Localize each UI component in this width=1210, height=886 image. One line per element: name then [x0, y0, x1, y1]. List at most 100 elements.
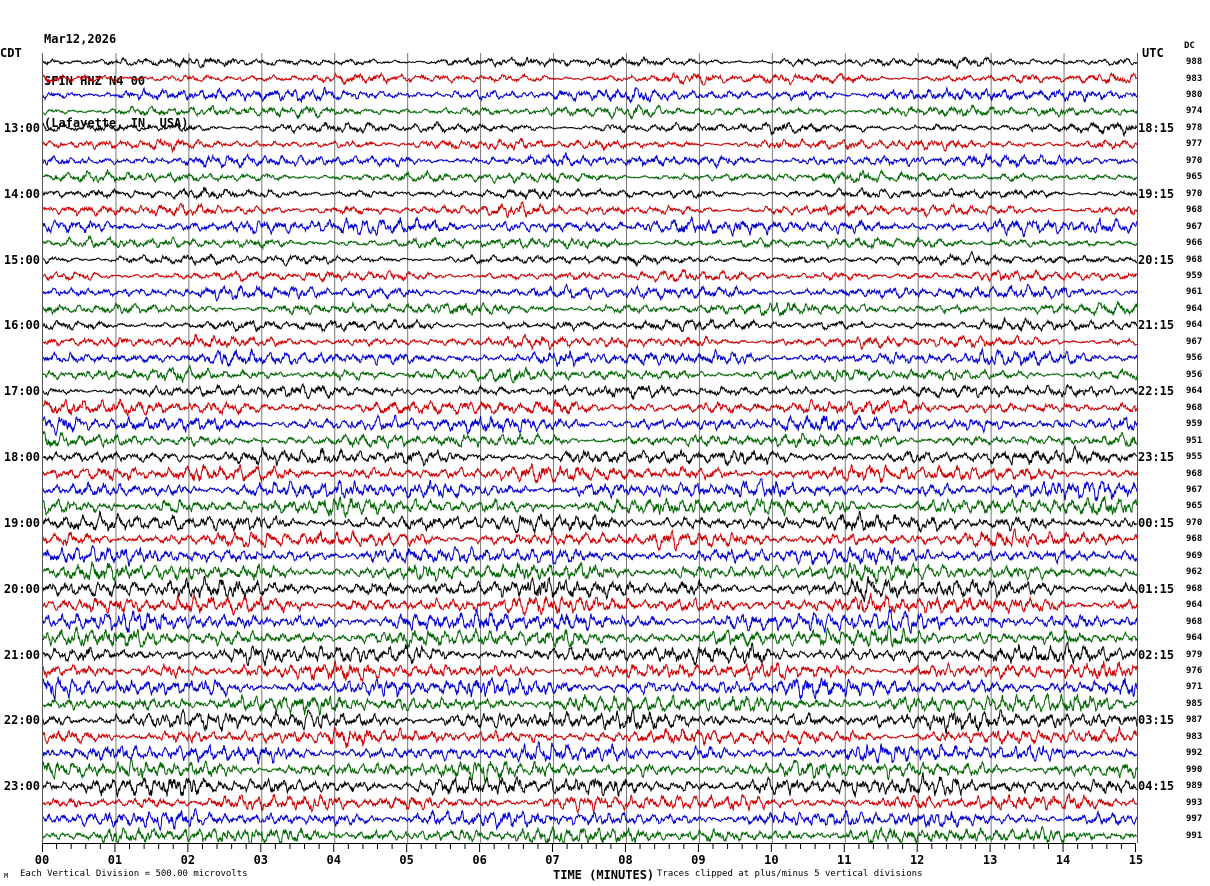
seismogram-trace — [43, 462, 1137, 484]
footer-marker: M — [4, 872, 9, 880]
hour-label-cdt: 16:00 — [3, 318, 40, 333]
dc-value: 964 — [1186, 303, 1203, 314]
hour-label-utc: 20:15 — [1138, 252, 1175, 267]
hour-label-cdt: 18:00 — [3, 450, 40, 465]
x-axis-tick-label: 15 — [1128, 853, 1144, 867]
seismogram-trace — [43, 707, 1137, 735]
seismogram-trace — [43, 607, 1137, 635]
right-timezone-label: UTC — [1142, 46, 1164, 60]
dc-column-header: DC — [1184, 41, 1195, 51]
seismogram-trace — [43, 71, 1137, 86]
x-axis-tick-label: 04 — [326, 853, 341, 867]
hour-label-utc: 19:15 — [1138, 186, 1175, 201]
dc-value: 971 — [1186, 682, 1203, 693]
seismogram-trace — [43, 444, 1137, 468]
x-axis-tick-label: 11 — [837, 853, 852, 867]
x-axis-tick-label: 14 — [1055, 853, 1071, 867]
dc-value: 974 — [1186, 106, 1203, 117]
x-axis-tick-label: 07 — [545, 853, 560, 867]
x-axis-tick-label: 05 — [399, 853, 414, 867]
seismogram-trace — [43, 528, 1137, 552]
dc-value: 983 — [1186, 731, 1203, 742]
seismogram-trace — [43, 186, 1137, 201]
seismogram-trace — [43, 364, 1137, 384]
dc-value: 965 — [1186, 172, 1203, 183]
hour-label-utc: 03:15 — [1138, 713, 1175, 728]
header-date: Mar12,2026 — [44, 32, 117, 46]
dc-value: 968 — [1186, 254, 1203, 265]
dc-value: 983 — [1186, 73, 1203, 84]
seismogram-trace — [43, 215, 1137, 238]
dc-value: 970 — [1186, 517, 1203, 528]
seismogram-trace — [43, 726, 1137, 749]
seismogram-trace — [43, 250, 1137, 268]
dc-value: 955 — [1186, 452, 1203, 463]
dc-value: 968 — [1186, 616, 1203, 627]
seismogram-trace — [43, 382, 1137, 401]
seismogram-trace — [43, 398, 1137, 418]
hour-label-cdt: 20:00 — [3, 581, 40, 596]
dc-value: 967 — [1186, 221, 1203, 232]
seismogram-trace — [43, 792, 1137, 815]
seismogram-trace — [43, 510, 1137, 534]
hour-label-utc: 21:15 — [1138, 318, 1175, 333]
seismogram-trace — [43, 201, 1137, 219]
dc-value: 977 — [1186, 139, 1203, 150]
x-axis-tick-label: 08 — [618, 853, 633, 867]
dc-value: 970 — [1186, 188, 1203, 199]
x-axis-tick-label: 12 — [909, 853, 925, 867]
x-axis-title: TIME (MINUTES) — [553, 868, 655, 882]
hour-label-utc: 01:15 — [1138, 581, 1175, 596]
seismogram-trace — [43, 545, 1137, 567]
dc-value: 990 — [1186, 764, 1203, 775]
dc-value: 968 — [1186, 583, 1203, 594]
seismogram-trace — [43, 808, 1137, 832]
header-location: (Lafayette, IN, USA) — [44, 116, 189, 130]
dc-value: 956 — [1186, 369, 1203, 380]
dc-value: 976 — [1186, 666, 1203, 676]
dc-value: 959 — [1186, 419, 1203, 430]
seismogram-trace — [43, 86, 1137, 105]
x-axis-tick-label: 13 — [982, 853, 998, 867]
dc-value: 969 — [1186, 550, 1203, 561]
hour-label-utc: 22:15 — [1138, 384, 1175, 399]
seismogram-trace — [43, 137, 1137, 154]
seismogram-trace — [43, 758, 1137, 783]
seismogram-trace — [43, 495, 1137, 518]
hour-label-utc: 00:15 — [1138, 515, 1175, 530]
dc-value: 962 — [1186, 567, 1203, 578]
dc-value: 966 — [1186, 238, 1203, 249]
dc-value: 988 — [1186, 57, 1203, 68]
seismogram-trace — [43, 121, 1137, 138]
seismogram-trace — [43, 55, 1137, 70]
x-axis-tick-label: 10 — [764, 853, 779, 867]
dc-value: 997 — [1186, 814, 1203, 825]
dc-value: 991 — [1186, 830, 1203, 841]
seismogram-trace — [43, 561, 1137, 585]
hour-label-cdt: 13:00 — [3, 120, 40, 135]
clip-note: Traces clipped at plus/minus 5 vertical … — [657, 869, 923, 879]
x-axis-tick-label: 02 — [180, 853, 196, 867]
dc-value: 964 — [1186, 633, 1203, 644]
seismogram-trace — [43, 413, 1137, 437]
seismogram-trace — [43, 347, 1137, 368]
x-axis-tick-label: 03 — [253, 853, 269, 867]
hour-label-cdt: 14:00 — [3, 186, 40, 201]
seismogram-trace — [43, 268, 1137, 283]
x-axis-tick-label: 00 — [34, 853, 50, 867]
seismogram-trace — [43, 283, 1137, 302]
dc-value: 989 — [1186, 781, 1203, 792]
dc-value: 964 — [1186, 386, 1203, 397]
seismogram-trace — [43, 592, 1137, 617]
seismogram-trace — [43, 316, 1137, 333]
hour-label-cdt: 19:00 — [3, 515, 40, 530]
dc-value: 964 — [1186, 600, 1203, 611]
x-axis-ticks — [42, 843, 1136, 852]
dc-value: 968 — [1186, 534, 1203, 545]
seismogram-trace — [43, 772, 1137, 799]
hour-label-utc: 02:15 — [1138, 647, 1175, 662]
dc-value: 967 — [1186, 484, 1203, 495]
dc-value: 987 — [1186, 715, 1203, 726]
scale-note: Each Vertical Division = 500.00 microvol… — [20, 869, 248, 879]
dc-value: 967 — [1186, 336, 1203, 347]
